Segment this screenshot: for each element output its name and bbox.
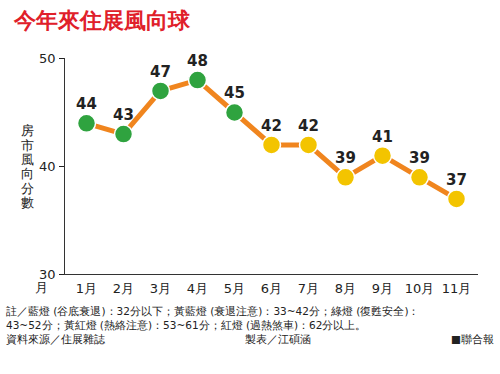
html-text:■聯合報: ■聯合報 bbox=[451, 333, 494, 345]
svg-text:39: 39 bbox=[335, 149, 356, 167]
html-text:今年來住展風向球: 今年來住展風向球 bbox=[14, 8, 190, 33]
svg-text:房市風向分數: 房市風向分數 bbox=[21, 123, 34, 210]
svg-text:40: 40 bbox=[39, 159, 56, 174]
svg-text:5月: 5月 bbox=[224, 281, 245, 296]
svg-text:2月: 2月 bbox=[113, 281, 134, 296]
svg-text:48: 48 bbox=[187, 52, 208, 70]
svg-text:3月: 3月 bbox=[150, 281, 171, 296]
svg-text:10月: 10月 bbox=[405, 281, 435, 296]
svg-text:1月: 1月 bbox=[76, 281, 97, 296]
svg-text:43: 43 bbox=[113, 106, 134, 124]
svg-text:42: 42 bbox=[261, 117, 282, 135]
svg-text:6月: 6月 bbox=[261, 281, 282, 296]
svg-text:50: 50 bbox=[39, 51, 56, 66]
html-text:43~52分；黃紅燈 (熱絡注意)：53~61分；紅燈 (過: 43~52分；黃紅燈 (熱絡注意)：53~61分；紅燈 (過熱煞車)：62分以上… bbox=[6, 319, 367, 331]
svg-text:4月: 4月 bbox=[187, 281, 208, 296]
svg-text:7月: 7月 bbox=[298, 281, 319, 296]
svg-text:44: 44 bbox=[76, 95, 97, 113]
svg-text:47: 47 bbox=[150, 63, 171, 81]
svg-text:月: 月 bbox=[35, 280, 48, 295]
svg-text:8月: 8月 bbox=[335, 281, 356, 296]
svg-text:45: 45 bbox=[224, 84, 245, 102]
svg-text:37: 37 bbox=[446, 171, 467, 189]
html-text:製表／江碩涵: 製表／江碩涵 bbox=[245, 333, 311, 345]
svg-text:42: 42 bbox=[298, 117, 319, 135]
html-text:資料來源／住展雜誌: 資料來源／住展雜誌 bbox=[6, 333, 105, 345]
svg-text:30: 30 bbox=[39, 266, 56, 282]
svg-text:11月: 11月 bbox=[442, 281, 472, 296]
svg-text:41: 41 bbox=[372, 128, 393, 146]
html-text:註／藍燈 (谷底衰退)：32分以下；黃藍燈 (衰退注意)：3: 註／藍燈 (谷底衰退)：32分以下；黃藍燈 (衰退注意)：33~42分；綠燈 (… bbox=[6, 305, 420, 317]
svg-text:39: 39 bbox=[409, 149, 430, 167]
svg-text:9月: 9月 bbox=[372, 281, 393, 296]
